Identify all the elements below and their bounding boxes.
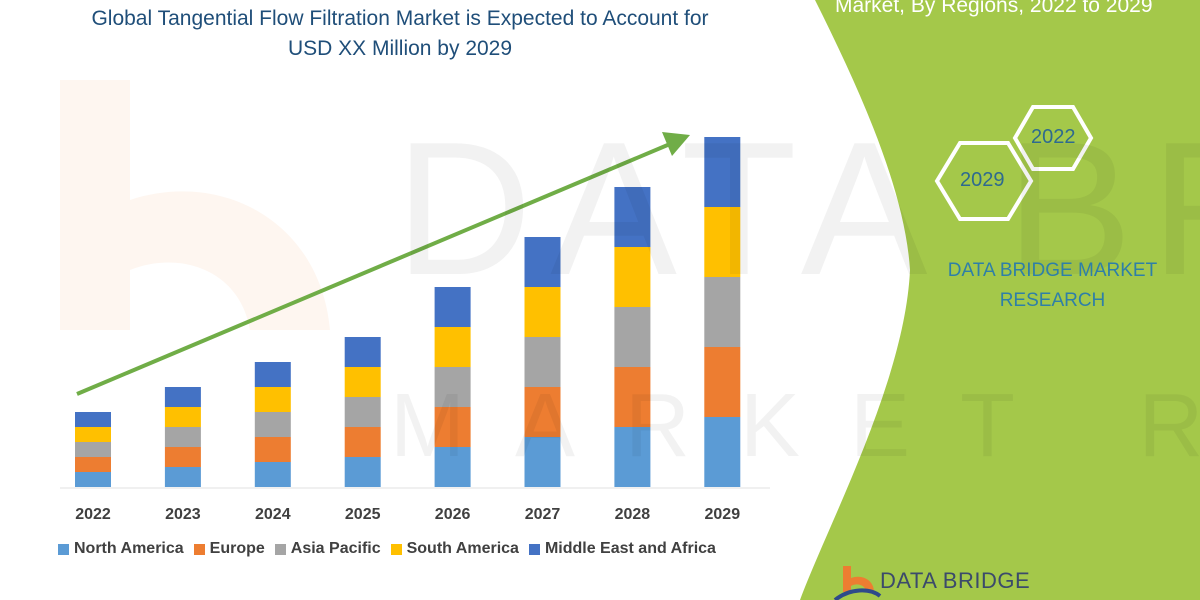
x-tick-label: 2022 <box>75 506 111 523</box>
bar-segment-2028-1 <box>614 367 651 427</box>
trend-arrow-icon <box>76 132 690 396</box>
bar-segment-2023-0 <box>164 467 201 487</box>
bar-segment-2025-3 <box>344 367 381 397</box>
bar-segment-2028-3 <box>614 247 651 307</box>
legend-swatch <box>58 543 69 555</box>
legend-item: Europe <box>193 540 265 558</box>
bar-segment-2025-4 <box>344 337 381 367</box>
bar-segment-2022-3 <box>75 427 111 442</box>
bar-segment-2022-1 <box>75 457 111 472</box>
title-line-1: Global Tangential Flow Filtration Market… <box>91 7 709 30</box>
green-panel <box>800 0 1200 600</box>
bar-segment-2024-3 <box>254 387 291 412</box>
bar-segment-2029-0 <box>704 417 741 487</box>
brand-line-2: RESEARCH <box>999 290 1106 311</box>
x-tick-label: 2029 <box>705 506 741 523</box>
bar-segment-2029-1 <box>704 347 741 417</box>
bar-segment-2025-2 <box>344 397 381 427</box>
brand-line-1: DATA BRIDGE MARKET <box>947 260 1158 281</box>
panel-title: Market, By Regions, 2022 to 2029 <box>835 0 1153 17</box>
legend-label: Asia Pacific <box>290 540 381 557</box>
legend-label: South America <box>406 540 519 557</box>
bar-segment-2026-1 <box>434 407 471 447</box>
x-axis-labels: 2022 2023 2024 2025 2026 2027 2028 2029 <box>75 506 741 523</box>
bar-segment-2027-2 <box>524 337 561 387</box>
x-tick-label: 2024 <box>255 506 291 523</box>
x-tick-label: 2026 <box>435 506 471 523</box>
bar-segment-2028-2 <box>614 307 651 367</box>
hexagon-2029-icon <box>934 141 1034 221</box>
bar-segment-2025-0 <box>344 457 381 487</box>
watermark-subtext: MARKET RESEARCH <box>390 376 1200 476</box>
bar-segment-2027-3 <box>524 287 561 337</box>
legend-swatch <box>193 543 205 555</box>
hex-label-2022: 2022 <box>1031 126 1076 148</box>
bar-segment-2024-0 <box>254 462 291 487</box>
bar-segment-2027-1 <box>524 387 561 437</box>
bar-segment-2026-4 <box>434 287 471 327</box>
bar-segment-2023-1 <box>164 447 201 467</box>
legend-item: North America <box>58 540 184 558</box>
bar-segment-2026-0 <box>434 447 471 487</box>
x-tick-label: 2025 <box>345 506 381 523</box>
bar-segment-2024-2 <box>254 412 291 437</box>
title-line-2: USD XX Million by 2029 <box>287 37 513 60</box>
bar-segment-2025-1 <box>344 427 381 457</box>
legend-swatch <box>390 543 402 555</box>
bar-segment-2024-4 <box>254 362 291 387</box>
legend-swatch <box>528 543 540 555</box>
bar-segment-2029-4 <box>704 137 741 207</box>
watermark-logo-b <box>60 80 330 330</box>
legend-item: South America <box>390 540 519 558</box>
chart-title: Global Tangential Flow Filtration Market… <box>0 4 800 64</box>
bar-segment-2026-3 <box>434 327 471 367</box>
bar-segment-2029-3 <box>704 207 741 277</box>
bar-segment-2023-3 <box>164 407 201 427</box>
hex-label-2029: 2029 <box>960 169 1005 191</box>
bar-segment-2028-0 <box>614 427 651 487</box>
watermark-text: DATA BRIDGE <box>395 103 1200 315</box>
bar-segment-2026-2 <box>434 367 471 407</box>
logo-text: DATA BRIDGE <box>880 568 1031 593</box>
x-tick-label: 2027 <box>525 506 561 523</box>
legend-item: Asia Pacific <box>274 540 381 558</box>
x-tick-label: 2028 <box>615 506 651 523</box>
legend-swatch <box>274 543 286 555</box>
legend-label: Middle East and Africa <box>544 540 716 557</box>
legend-label: Europe <box>209 540 265 557</box>
x-tick-label: 2023 <box>165 506 201 523</box>
logo-icon <box>833 566 882 600</box>
bar-segment-2022-4 <box>75 412 111 427</box>
bar-segment-2029-2 <box>704 277 741 347</box>
bar-segment-2022-0 <box>75 472 111 487</box>
legend-label: North America <box>74 540 184 557</box>
bar-segment-2023-2 <box>164 427 201 447</box>
bar-segment-2028-4 <box>614 187 651 247</box>
bar-segment-2023-4 <box>164 387 201 407</box>
legend: North America Europe Asia Pacific South … <box>58 540 716 558</box>
legend-item: Middle East and Africa <box>528 540 716 558</box>
bars-group <box>75 137 741 487</box>
hexagon-2022-icon <box>1012 105 1094 171</box>
bar-segment-2027-0 <box>524 437 561 487</box>
brand-text: DATA BRIDGE MARKET RESEARCH <box>925 256 1180 316</box>
bar-segment-2027-4 <box>524 237 561 287</box>
bar-segment-2024-1 <box>254 437 291 462</box>
bar-segment-2022-2 <box>75 442 111 457</box>
